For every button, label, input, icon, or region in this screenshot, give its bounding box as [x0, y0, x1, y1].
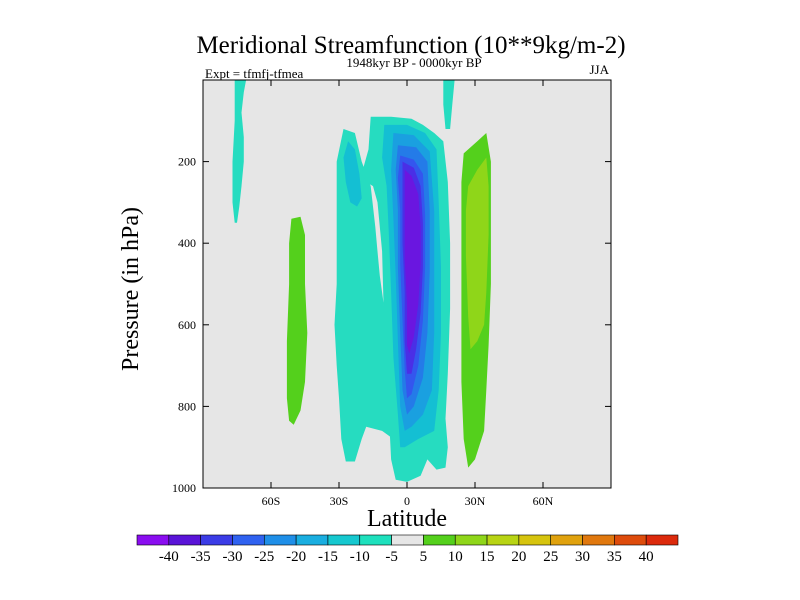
- colorbar-label: 15: [480, 549, 495, 565]
- colorbar-label: 35: [607, 549, 622, 565]
- experiment-label: Expt = tfmfj-tfmea: [205, 66, 304, 81]
- colorbar-swatch: [550, 534, 583, 546]
- x-tick-label: 0: [404, 494, 410, 508]
- y-tick-label: 1000: [172, 481, 196, 495]
- y-tick-label: 200: [178, 155, 196, 169]
- contour-region-1: [286, 216, 308, 425]
- colorbar-swatch: [423, 534, 456, 546]
- x-tick-label: 60N: [533, 494, 554, 508]
- colorbar-label: 10: [448, 549, 463, 565]
- x-axis-label: Latitude: [367, 506, 447, 532]
- y-tick-label: 800: [178, 399, 196, 413]
- colorbar-swatch: [232, 534, 265, 546]
- colorbar-label: -15: [318, 549, 338, 565]
- y-tick-label: 400: [178, 236, 196, 250]
- colorbar-label: -25: [254, 549, 274, 565]
- x-tick-label: 30S: [330, 494, 349, 508]
- colorbar-swatch: [136, 534, 170, 546]
- x-axis-ticks: 60S 30S 0 30N 60N: [262, 80, 554, 508]
- colorbar-label: 25: [543, 549, 558, 565]
- x-tick-label: 30N: [465, 494, 486, 508]
- colorbar-swatch: [614, 534, 647, 546]
- colorbar-label: 30: [575, 549, 590, 565]
- season-label: JJA: [589, 62, 609, 77]
- colorbar-label: -5: [385, 549, 398, 565]
- colorbar-swatch: [200, 534, 233, 546]
- contour-region-0: [232, 80, 247, 223]
- colorbar-label: -35: [191, 549, 211, 565]
- colorbar-swatch: [518, 534, 552, 546]
- y-tick-label: 600: [178, 318, 196, 332]
- colorbar-swatch: [391, 534, 424, 546]
- colorbar-swatch: [168, 534, 201, 546]
- contour-region-11: [404, 169, 421, 354]
- colorbar-label: 20: [511, 549, 526, 565]
- colorbar-swatch: [359, 534, 392, 546]
- colorbar-swatch: [263, 534, 297, 546]
- chart-subtitle: 1948kyr BP - 0000kyr BP: [346, 55, 481, 70]
- colorbar-label: -30: [222, 549, 242, 565]
- contour-region-5: [443, 80, 455, 129]
- contour-region-3: [343, 141, 362, 207]
- colorbar-swatch: [486, 534, 520, 546]
- colorbar: -40 -35 -30 -25 -20 -15 -10 -5 5 10 15 20 25 30 35 40: [136, 534, 679, 565]
- x-tick-label: 60S: [262, 494, 281, 508]
- colorbar-swatch: [295, 534, 329, 546]
- colorbar-swatch: [645, 534, 679, 546]
- colorbar-swatch: [582, 534, 615, 546]
- contour-region-13: [465, 157, 489, 350]
- colorbar-label: 5: [420, 549, 428, 565]
- contour-fills: [232, 80, 491, 482]
- y-axis-ticks: 200 400 600 800 1000: [172, 155, 611, 495]
- colorbar-label: 40: [639, 549, 654, 565]
- colorbar-swatch: [327, 534, 361, 546]
- colorbar-label: -40: [159, 549, 179, 565]
- colorbar-label: -20: [286, 549, 306, 565]
- y-axis-label: Pressure (in hPa): [118, 207, 144, 371]
- colorbar-label: -10: [350, 549, 370, 565]
- colorbar-swatch: [454, 534, 488, 546]
- chart-title: Meridional Streamfunction (10**9kg/m-2): [196, 32, 625, 59]
